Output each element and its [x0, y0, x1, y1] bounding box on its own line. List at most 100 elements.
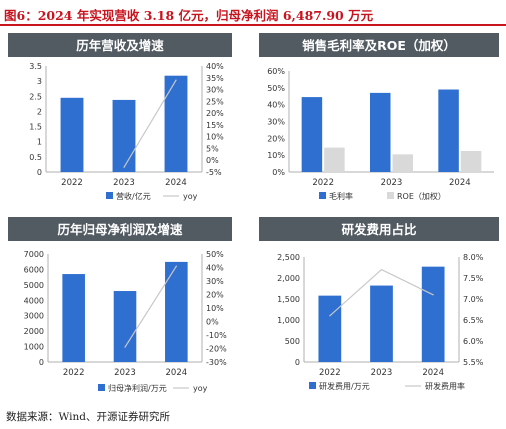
series-line [124, 265, 177, 348]
bar [301, 97, 323, 172]
chart-title: 历年归母净利润及增速 [57, 222, 183, 237]
y-tick-label: 0 [39, 358, 44, 367]
chart-header [259, 33, 499, 57]
y-tick-label: 2 [37, 107, 42, 116]
y2-tick-label: -20% [206, 345, 227, 354]
bar [60, 97, 84, 172]
chart-title: 研发费用占比 [341, 222, 417, 237]
rnd-chart: 研发费用占比 0 500 1,000 1,500 2,000 2,500 5.5% 6.0% 6.… [259, 217, 499, 391]
y2-tick-label: 10% [206, 133, 224, 142]
bar [164, 75, 188, 172]
y2-tick-label: -5% [206, 168, 222, 177]
legend-label: 归母净利润/万元 [108, 383, 167, 393]
bar [318, 295, 342, 362]
title-rule [0, 24, 506, 26]
y-tick-label: 40% [267, 101, 285, 110]
x-tick-label: 2022 [319, 368, 341, 378]
figure-title: 图6：2024 年实现营收 3.18 亿元，归母净利润 6,487.90 万元 [4, 8, 374, 23]
legend-label: 毛利率 [329, 191, 353, 201]
legend-label: yoy [193, 384, 208, 393]
y-tick-label: 6000 [24, 265, 44, 274]
x-tick-label: 2023 [371, 368, 393, 378]
x-tick-label: 2023 [381, 178, 403, 188]
y2-tick-label: 50% [206, 250, 224, 259]
y-tick-label: 2.5 [29, 92, 42, 101]
line-point [175, 79, 177, 81]
y2-tick-label: 7.0% [463, 295, 484, 304]
bar [438, 89, 459, 172]
y-tick-label: 30% [267, 118, 285, 127]
y-tick-label: 60% [267, 67, 285, 76]
y-tick-label: 1000 [24, 343, 44, 352]
x-tick-label: 2022 [61, 178, 83, 188]
profit-chart: 历年归母净利润及增速 0 1000 2000 3000 4000 5000 6000 7000 -… [8, 217, 232, 393]
y-tick-label: 0 [295, 358, 300, 367]
y-tick-label: 1,500 [277, 295, 300, 304]
revenue-chart: 历年营收及增速 0 0.5 1 1.5 2 2.5 3 3.5 -5% 0% 5% 10% 15% 20% 2… [8, 33, 232, 201]
profit-chart-panel: 历年归母净利润及增速 0 1000 2000 3000 4000 5000 6000 7000 -… [8, 217, 244, 399]
y2-tick-label: 40% [206, 62, 224, 71]
margin-chart-panel: 销售毛利率及ROE（加权） 0% 10% 20% 30% 40% 50% 60% 2022 202… [259, 33, 499, 211]
rnd-chart-panel: 研发费用占比 0 500 1,000 1,500 2,000 2,500 5.5% 6.0% 6.… [259, 217, 499, 399]
source-note: 数据来源：Wind、开源证券研究所 [6, 411, 170, 423]
bar [392, 154, 413, 172]
y-tick-label: 50% [267, 84, 285, 93]
y2-tick-label: 30% [206, 277, 224, 286]
y2-tick-label: 7.5% [463, 274, 484, 283]
legend-swatch [387, 192, 394, 199]
line-point [123, 166, 125, 168]
series-line [123, 79, 177, 168]
y-tick-label: 1 [37, 138, 42, 147]
line-point [175, 265, 177, 267]
y2-tick-label: 30% [206, 86, 224, 95]
chart-title: 销售毛利率及ROE（加权） [302, 38, 456, 53]
y-tick-label: 3000 [24, 312, 44, 321]
legend-label: 研发费用率 [425, 381, 465, 391]
y-tick-label: 2,000 [277, 274, 300, 283]
line-point [124, 346, 126, 348]
y-tick-label: 3.5 [29, 62, 42, 71]
y-tick-label: 1,000 [277, 316, 300, 325]
y2-tick-label: 6.0% [463, 337, 484, 346]
y2-tick-label: 5.5% [463, 358, 484, 367]
y-tick-label: 0 [37, 168, 42, 177]
y-tick-label: 2,500 [277, 253, 300, 262]
x-tick-label: 2024 [422, 368, 444, 378]
y2-tick-label: 10% [206, 304, 224, 313]
y2-tick-label: 25% [206, 97, 224, 106]
chart-header [259, 217, 499, 241]
y-tick-label: 2000 [24, 327, 44, 336]
bar [421, 266, 445, 362]
legend-swatch [106, 192, 113, 199]
y2-tick-label: 20% [206, 291, 224, 300]
chart-title: 历年营收及增速 [76, 38, 164, 53]
y2-tick-label: 0% [206, 156, 219, 165]
bar [113, 291, 137, 362]
revenue-chart-panel: 历年营收及增速 0 0.5 1 1.5 2 2.5 3 3.5 -5% 0% 5% 10% 15% 20% 2… [8, 33, 244, 211]
bar [112, 99, 136, 172]
legend-swatch [98, 384, 105, 391]
y-tick-label: 3 [37, 77, 42, 86]
bar [370, 92, 391, 172]
x-tick-label: 2023 [113, 178, 135, 188]
y-tick-label: 500 [285, 337, 300, 346]
y2-tick-label: 6.5% [463, 316, 484, 325]
line-point [329, 315, 331, 317]
y-tick-label: 0% [272, 168, 285, 177]
legend-swatch [309, 382, 316, 389]
y-tick-label: 5000 [24, 281, 44, 290]
legend-label: 营收/亿元 [116, 191, 151, 201]
x-tick-label: 2022 [63, 368, 85, 378]
x-tick-label: 2022 [312, 178, 334, 188]
y-tick-label: 7000 [24, 250, 44, 259]
bar [165, 261, 188, 362]
y2-tick-label: 35% [206, 74, 224, 83]
y2-tick-label: 15% [206, 121, 224, 130]
y2-tick-label: 0% [206, 318, 219, 327]
chart-header [8, 217, 232, 241]
y-tick-label: 10% [267, 151, 285, 160]
line-point [432, 294, 434, 296]
legend-swatch [319, 192, 326, 199]
y2-tick-label: 8.0% [463, 253, 484, 262]
y2-tick-label: 20% [206, 109, 224, 118]
